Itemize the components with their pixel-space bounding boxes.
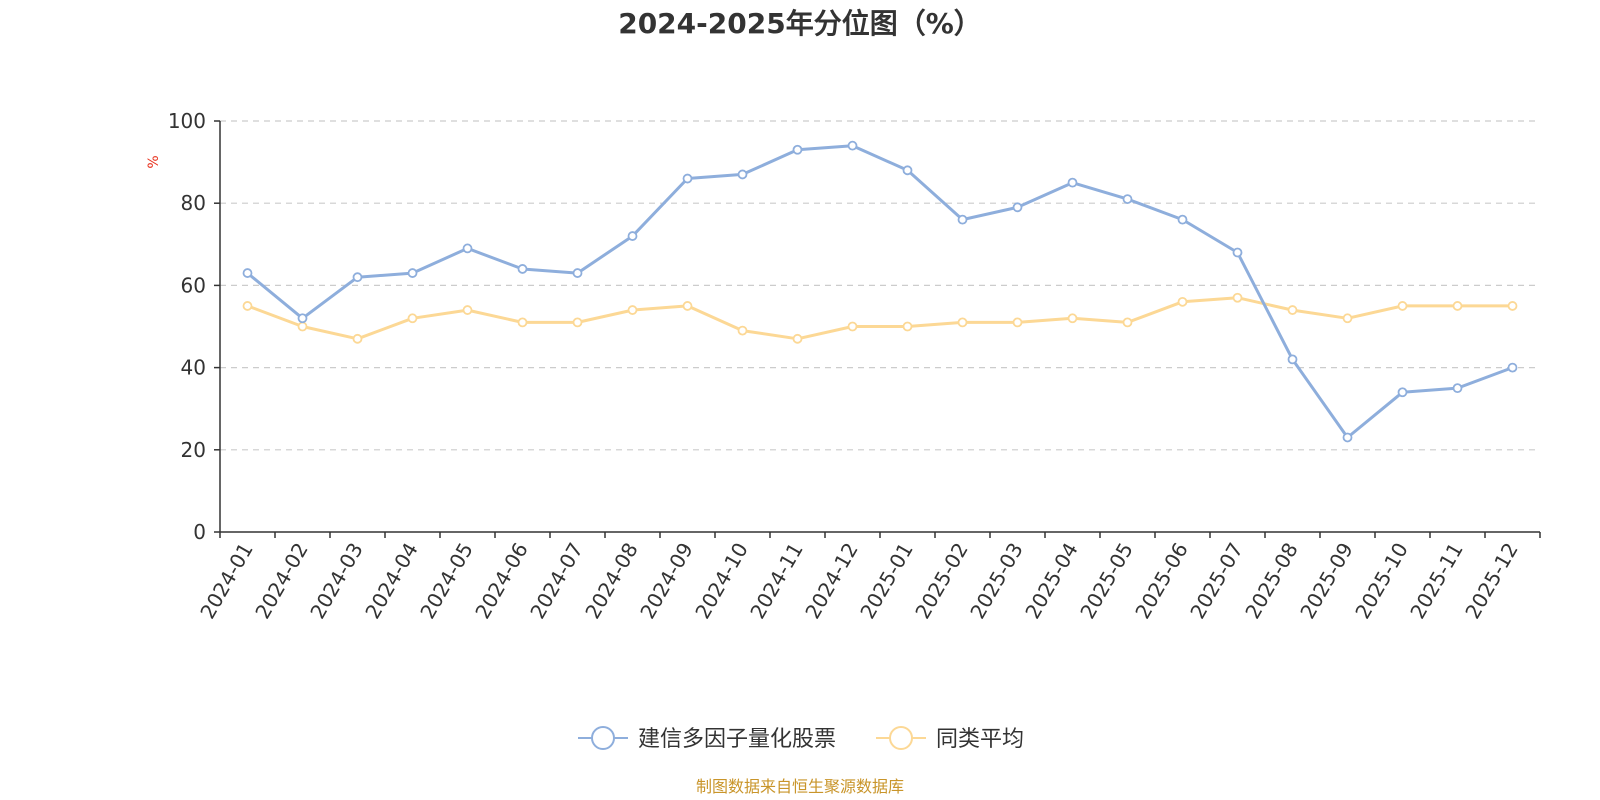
series-line <box>246 296 1513 341</box>
x-tick-label: 2025-01 <box>855 539 918 623</box>
legend: 建信多因子量化股票 同类平均 <box>578 726 1024 752</box>
axes: 0 20 40 60 80 100 2024-012024-022024-032024-04… <box>168 109 1541 623</box>
grid-lines <box>220 120 1540 451</box>
data-point[interactable] <box>1067 177 1078 188</box>
data-point[interactable] <box>572 317 583 328</box>
data-point[interactable] <box>737 169 748 180</box>
data-point[interactable] <box>792 144 803 155</box>
legend-label: 建信多因子量化股票 <box>638 727 836 752</box>
data-point[interactable] <box>957 317 968 328</box>
data-point[interactable] <box>792 333 803 344</box>
x-tick-label: 2024-03 <box>305 539 368 623</box>
data-point[interactable] <box>1177 214 1188 225</box>
x-tick-label: 2024-12 <box>800 539 863 623</box>
data-point[interactable] <box>1122 194 1133 204</box>
legend-label: 同类平均 <box>936 727 1024 752</box>
x-tick-label: 2025-02 <box>910 539 973 623</box>
data-point[interactable] <box>1067 313 1078 324</box>
y-tick-label: 40 <box>181 356 206 380</box>
data-point[interactable] <box>1507 362 1518 373</box>
data-point[interactable] <box>957 214 968 225</box>
data-source-note: 制图数据来自恒生聚源数据库 <box>696 777 904 796</box>
data-point[interactable] <box>1287 354 1298 365</box>
data-point[interactable] <box>352 272 363 283</box>
data-point[interactable] <box>1452 383 1463 394</box>
data-point[interactable] <box>847 140 858 151</box>
data-point[interactable] <box>572 268 583 278</box>
data-point[interactable] <box>1507 301 1518 311</box>
x-tick-label: 2025-07 <box>1185 539 1248 623</box>
data-point[interactable] <box>627 305 638 315</box>
x-tick-label: 2025-03 <box>965 539 1028 623</box>
data-point[interactable] <box>902 165 913 176</box>
x-tick-label: 2025-10 <box>1350 539 1413 623</box>
y-tick-label: 80 <box>181 191 206 215</box>
legend-marker-icon <box>889 726 913 750</box>
y-tick-label: 100 <box>168 109 206 133</box>
x-tick-label: 2025-12 <box>1460 539 1523 623</box>
data-point[interactable] <box>352 333 363 344</box>
x-tick-label: 2025-06 <box>1130 539 1193 623</box>
data-point[interactable] <box>1122 317 1133 328</box>
data-point[interactable] <box>1177 296 1188 307</box>
data-point[interactable] <box>1342 432 1353 443</box>
data-point[interactable] <box>1397 387 1408 398</box>
y-axis-unit-label: % <box>146 155 162 168</box>
x-tick-label: 2024-04 <box>360 539 423 623</box>
x-tick-label: 2025-05 <box>1075 539 1138 623</box>
x-tick-label: 2024-10 <box>690 539 753 623</box>
data-point[interactable] <box>737 325 748 336</box>
series-lines <box>242 140 1518 443</box>
data-point[interactable] <box>1012 202 1023 213</box>
data-point[interactable] <box>1012 317 1023 328</box>
chart-title: 2024-2025年分位图（%） <box>618 7 982 40</box>
x-tick-label: 2025-11 <box>1405 539 1468 623</box>
data-point[interactable] <box>1342 313 1353 324</box>
x-tick-label: 2024-11 <box>745 539 808 623</box>
data-point[interactable] <box>682 173 693 184</box>
data-point[interactable] <box>407 313 418 324</box>
data-point[interactable] <box>242 268 253 278</box>
x-tick-label: 2025-04 <box>1020 539 1083 623</box>
series-line <box>246 144 1514 439</box>
data-point[interactable] <box>1287 305 1298 315</box>
data-point[interactable] <box>242 301 253 311</box>
x-tick-label: 2024-01 <box>195 539 258 623</box>
data-point[interactable] <box>297 321 308 332</box>
x-tick-label: 2025-08 <box>1240 539 1303 623</box>
x-tick-label: 2024-08 <box>580 539 643 623</box>
data-point[interactable] <box>1397 301 1408 311</box>
data-point[interactable] <box>847 321 858 332</box>
data-point[interactable] <box>902 321 913 332</box>
x-tick-label: 2024-07 <box>525 539 588 623</box>
x-tick-label: 2024-09 <box>635 539 698 623</box>
x-tick-label: 2025-09 <box>1295 539 1358 623</box>
data-point[interactable] <box>297 313 308 324</box>
data-point[interactable] <box>462 305 473 315</box>
legend-item[interactable]: 同类平均 <box>876 726 1024 752</box>
legend-marker-icon <box>591 726 615 750</box>
y-tick-label: 20 <box>181 438 206 462</box>
x-tick-label: 2024-05 <box>415 539 478 623</box>
x-tick-label: 2024-06 <box>470 539 533 623</box>
data-point[interactable] <box>407 268 418 278</box>
data-point[interactable] <box>517 264 528 274</box>
data-point[interactable] <box>1452 301 1463 311</box>
data-point[interactable] <box>1232 247 1243 258</box>
y-tick-label: 0 <box>193 520 206 544</box>
legend-item[interactable]: 建信多因子量化股票 <box>578 726 836 752</box>
x-tick-label: 2024-02 <box>250 539 313 623</box>
data-point[interactable] <box>627 231 638 241</box>
y-tick-label: 60 <box>181 273 206 297</box>
data-point[interactable] <box>517 317 528 328</box>
data-point[interactable] <box>682 301 693 311</box>
data-point[interactable] <box>462 243 473 254</box>
data-point[interactable] <box>1232 292 1243 303</box>
